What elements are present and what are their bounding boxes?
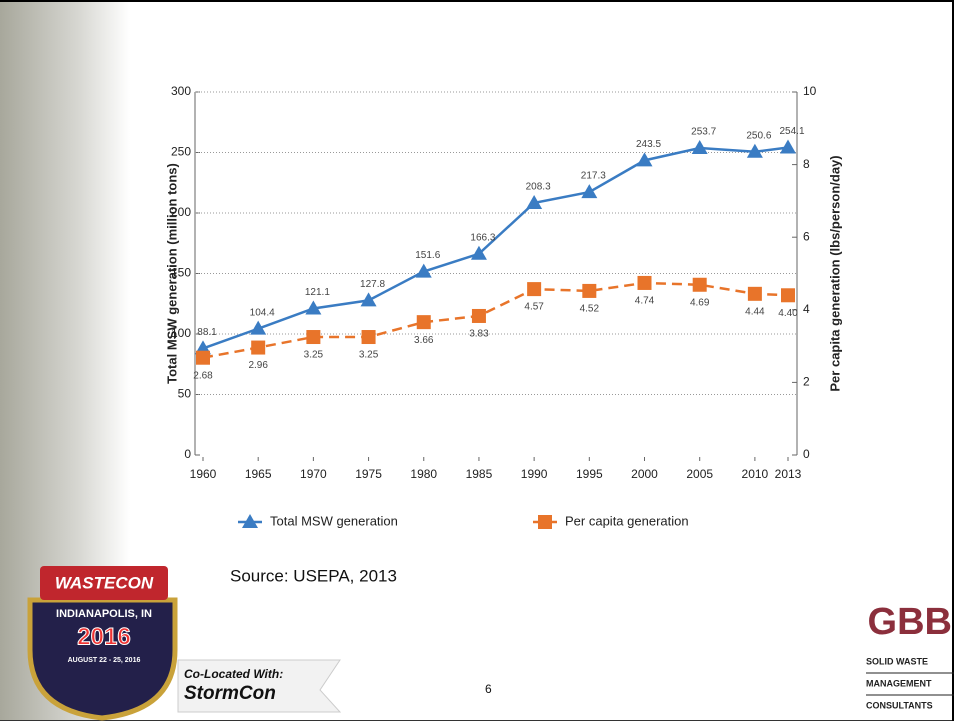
y2-tick-label: 6 xyxy=(803,229,810,243)
legend-label: Total MSW generation xyxy=(270,513,398,528)
marker xyxy=(527,282,542,297)
marker xyxy=(780,139,796,154)
y-tick-label: 250 xyxy=(171,145,191,159)
colocated-label: Co-Located With: xyxy=(184,667,283,681)
data-label: 166.3 xyxy=(470,232,495,243)
marker xyxy=(250,320,267,335)
x-tick-label: 1975 xyxy=(355,467,382,481)
event-brand: WASTECON xyxy=(55,573,154,592)
data-label: 253.7 xyxy=(691,127,716,138)
marker xyxy=(415,263,432,278)
y-tick-label: 0 xyxy=(184,447,191,461)
company-line: SOLID WASTE xyxy=(866,656,928,666)
data-label: 104.4 xyxy=(250,307,275,318)
page-number: 6 xyxy=(485,682,492,696)
data-label: 2.68 xyxy=(193,370,213,381)
marker xyxy=(242,514,258,528)
colocated-box xyxy=(177,659,342,713)
source: Source: USEPA, 2013 xyxy=(230,566,397,585)
y2-tick-label: 2 xyxy=(803,375,810,389)
marker xyxy=(637,275,652,290)
series-line xyxy=(202,281,789,359)
marker xyxy=(305,300,322,315)
x-tick-label: 1985 xyxy=(466,467,493,481)
data-label: 3.66 xyxy=(414,335,434,346)
x-tick-label: 1980 xyxy=(410,467,437,481)
x-tick-label: 1995 xyxy=(576,467,603,481)
marker xyxy=(692,277,707,292)
marker xyxy=(471,308,486,323)
y-axis-title: Total MSW generation (million tons) xyxy=(164,163,179,384)
marker xyxy=(416,315,431,330)
x-tick-label: 2013 xyxy=(775,467,802,481)
marker xyxy=(306,330,321,345)
border xyxy=(0,0,954,2)
y-tick-label: 200 xyxy=(171,205,191,219)
marker xyxy=(746,143,763,158)
marker xyxy=(196,350,210,365)
marker xyxy=(526,194,543,209)
y2-tick-label: 10 xyxy=(803,84,817,98)
data-label: 4.52 xyxy=(580,304,600,315)
data-label: 127.8 xyxy=(360,279,385,290)
y2-tick-label: 8 xyxy=(803,157,810,171)
y-tick-label: 300 xyxy=(171,84,191,98)
data-label: 3.25 xyxy=(304,350,324,361)
data-label: 243.5 xyxy=(636,139,661,150)
marker xyxy=(538,515,552,529)
x-tick-label: 1965 xyxy=(245,467,272,481)
y2-tick-label: 0 xyxy=(803,447,810,461)
event-logo: WASTECON INDIANAPOLIS, IN 2016 AUGUST 22… xyxy=(27,566,178,721)
x-tick-label: 1990 xyxy=(521,467,548,481)
data-label: 4.69 xyxy=(690,297,710,308)
x-tick-label: 2010 xyxy=(742,467,769,481)
y2-axis-title: Per capita generation (lbs/person/day) xyxy=(827,155,842,391)
data-label: 3.83 xyxy=(469,329,489,340)
data-label: 4.40 xyxy=(778,308,798,319)
marker xyxy=(636,152,653,167)
y-tick-label: 100 xyxy=(171,326,191,340)
border xyxy=(952,0,954,721)
data-label: 254.1 xyxy=(779,126,804,137)
marker xyxy=(691,140,708,155)
legend-label: Per capita generation xyxy=(565,513,689,528)
banner xyxy=(40,566,168,600)
data-label: 4.74 xyxy=(635,296,655,307)
marker xyxy=(747,286,762,301)
y-tick-label: 150 xyxy=(171,266,191,280)
badge xyxy=(27,597,178,721)
data-label: 151.6 xyxy=(415,250,440,261)
marker xyxy=(470,245,487,260)
data-label: 250.6 xyxy=(746,130,771,141)
y2-tick-label: 4 xyxy=(803,302,810,316)
x-tick-label: 2000 xyxy=(631,467,658,481)
event-year: 2016 xyxy=(77,623,130,650)
data-label: 3.25 xyxy=(359,350,379,361)
data-label: 208.3 xyxy=(526,182,551,193)
series-line xyxy=(202,146,789,350)
data-label: 2.96 xyxy=(248,360,268,371)
marker xyxy=(361,330,376,345)
colocated-name: StormCon xyxy=(184,683,276,704)
company-line: CONSULTANTS xyxy=(866,700,933,710)
company-mark: GBB xyxy=(868,601,952,643)
data-label: 121.1 xyxy=(305,287,330,298)
data-label: 88.1 xyxy=(197,327,217,338)
data-label: 4.57 xyxy=(524,302,544,313)
event-dates: AUGUST 22 - 25, 2016 xyxy=(68,657,141,664)
y-tick-label: 50 xyxy=(178,387,192,401)
data-label: 217.3 xyxy=(581,171,606,182)
marker xyxy=(582,283,597,298)
x-tick-label: 1970 xyxy=(300,467,327,481)
marker xyxy=(581,184,598,199)
x-tick-label: 1960 xyxy=(190,467,217,481)
data-label: 4.44 xyxy=(745,306,765,317)
marker xyxy=(781,288,795,303)
x-tick-label: 2005 xyxy=(686,467,713,481)
company-line: MANAGEMENT xyxy=(866,678,932,688)
marker xyxy=(360,292,377,307)
event-place: INDIANAPOLIS, IN xyxy=(56,608,152,620)
marker xyxy=(251,340,266,355)
